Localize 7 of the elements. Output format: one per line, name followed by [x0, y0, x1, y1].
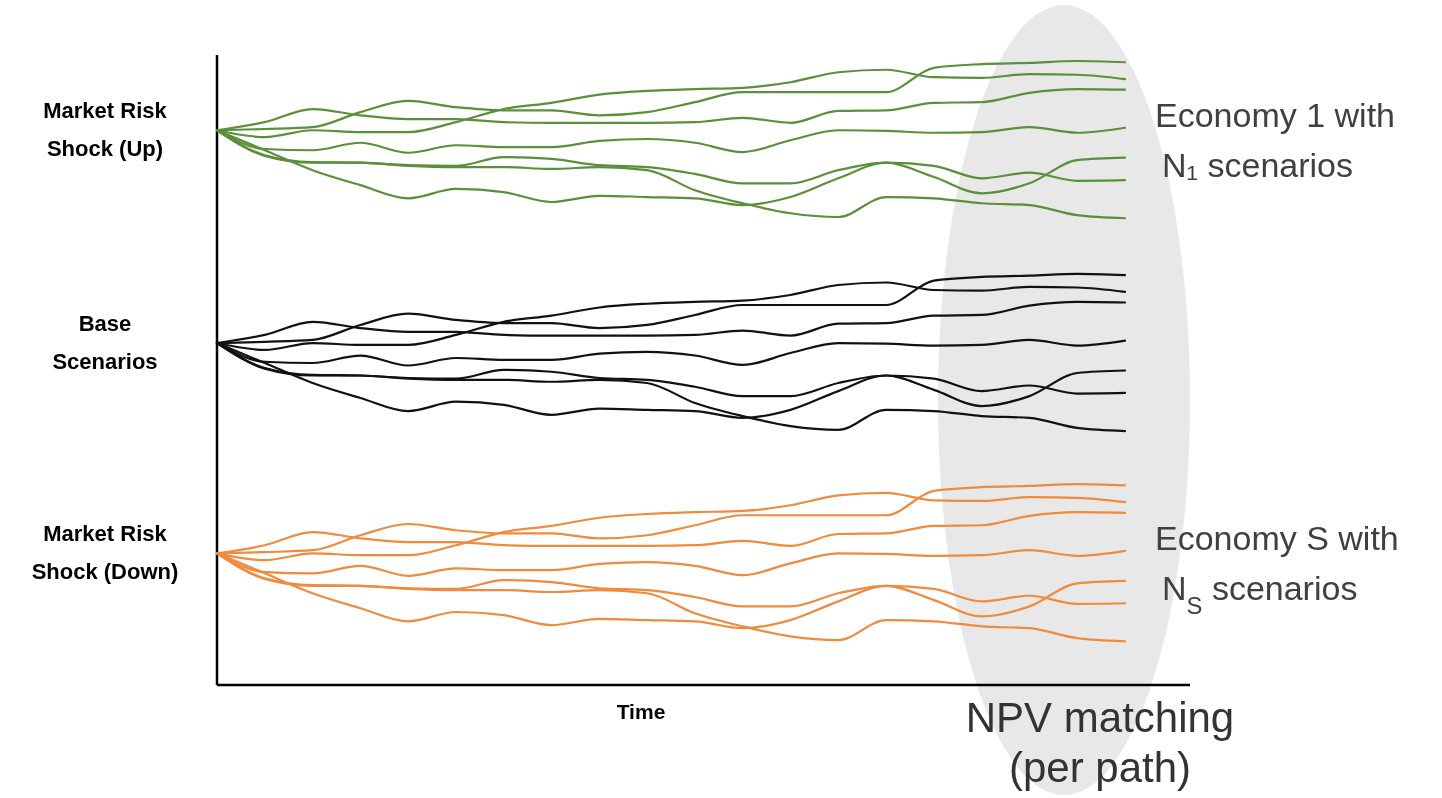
text: Base Scenarios — [52, 311, 158, 375]
text: Market Risk Shock (Up) — [43, 98, 168, 162]
text: Market Risk Shock (Down) — [31, 521, 179, 585]
annotation: Economy 1 with N₁ scenarios — [1155, 96, 1395, 185]
x-axis-title: Time — [616, 700, 666, 723]
annotation: Economy S with N$_{S}$ scenarios — [1155, 519, 1399, 619]
text: NPV matching (per path) — [965, 694, 1235, 791]
